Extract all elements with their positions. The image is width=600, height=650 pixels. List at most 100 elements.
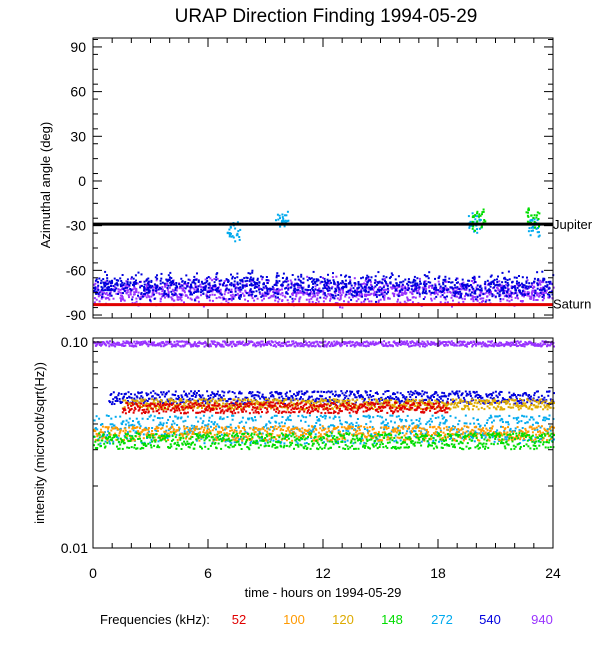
data-point — [354, 403, 357, 406]
data-point — [503, 345, 506, 348]
data-point — [534, 292, 537, 295]
data-point — [387, 390, 390, 392]
data-point — [129, 290, 132, 293]
data-point — [409, 340, 412, 343]
data-point — [367, 280, 370, 282]
data-point — [400, 404, 403, 407]
data-point — [178, 340, 181, 343]
data-point — [398, 283, 401, 286]
data-point — [432, 342, 435, 345]
data-point — [401, 283, 404, 286]
data-point — [541, 296, 544, 298]
data-point — [384, 344, 387, 347]
data-point — [286, 299, 289, 302]
data-point — [109, 282, 112, 285]
data-point — [346, 390, 348, 393]
data-point — [327, 285, 330, 288]
top-series-148 — [471, 207, 541, 232]
data-point — [260, 401, 263, 404]
data-point — [122, 292, 124, 295]
data-point — [330, 390, 333, 393]
data-point — [538, 279, 541, 282]
data-point — [146, 394, 148, 397]
data-point — [443, 344, 446, 347]
data-point — [158, 342, 161, 345]
data-point — [229, 291, 232, 293]
data-point — [397, 343, 400, 345]
data-point — [162, 341, 164, 344]
data-point — [368, 286, 371, 289]
data-point — [291, 343, 294, 346]
data-point — [281, 216, 284, 219]
data-point — [277, 408, 279, 411]
data-point — [104, 280, 107, 283]
data-point — [310, 277, 313, 280]
data-point — [121, 401, 124, 404]
data-point — [109, 340, 111, 343]
data-point — [254, 344, 256, 347]
data-point — [472, 298, 475, 301]
data-point — [285, 395, 288, 398]
data-point — [267, 279, 270, 282]
data-point — [539, 279, 542, 282]
data-point — [234, 293, 237, 296]
data-point — [362, 405, 364, 408]
data-point — [395, 282, 398, 285]
data-point — [532, 287, 534, 289]
data-point — [370, 276, 373, 279]
data-point — [339, 289, 342, 292]
data-point — [170, 402, 173, 405]
data-point — [300, 286, 303, 289]
top-series-272 — [226, 210, 541, 243]
data-point — [376, 281, 379, 284]
data-point — [411, 340, 414, 343]
data-point — [532, 229, 534, 232]
data-point — [442, 287, 445, 290]
data-point — [140, 391, 143, 394]
data-point — [528, 227, 531, 230]
data-point — [203, 282, 206, 285]
data-point — [128, 403, 131, 406]
data-point — [361, 287, 364, 290]
data-point — [139, 406, 141, 409]
data-point — [211, 340, 214, 343]
data-point — [543, 295, 545, 298]
data-point — [477, 288, 480, 291]
data-point — [324, 280, 326, 283]
data-point — [214, 404, 217, 407]
data-point — [285, 406, 288, 409]
data-point — [252, 284, 255, 287]
data-point — [301, 399, 304, 402]
data-point — [450, 286, 453, 289]
data-point — [315, 289, 318, 292]
data-point — [379, 410, 382, 412]
data-point — [458, 401, 461, 404]
data-point — [171, 282, 173, 284]
data-point — [546, 284, 549, 287]
data-point — [360, 344, 363, 347]
data-point — [244, 291, 247, 294]
data-point — [542, 400, 545, 403]
data-point — [530, 402, 533, 405]
data-point — [195, 296, 198, 299]
data-point — [415, 401, 418, 404]
data-point — [522, 286, 525, 289]
data-point — [137, 405, 140, 408]
data-point — [480, 400, 483, 403]
data-point — [399, 281, 402, 284]
data-point — [542, 281, 545, 284]
data-point — [216, 404, 219, 407]
data-point — [289, 286, 292, 289]
data-point — [220, 405, 223, 408]
data-point — [439, 295, 442, 298]
data-point — [293, 393, 295, 396]
data-point — [166, 280, 169, 283]
data-point — [407, 342, 410, 345]
data-point — [325, 391, 328, 394]
data-point — [326, 289, 329, 292]
data-point — [444, 296, 446, 299]
data-point — [479, 290, 482, 293]
data-point — [268, 405, 271, 408]
data-point — [266, 291, 269, 294]
data-point — [388, 399, 391, 402]
